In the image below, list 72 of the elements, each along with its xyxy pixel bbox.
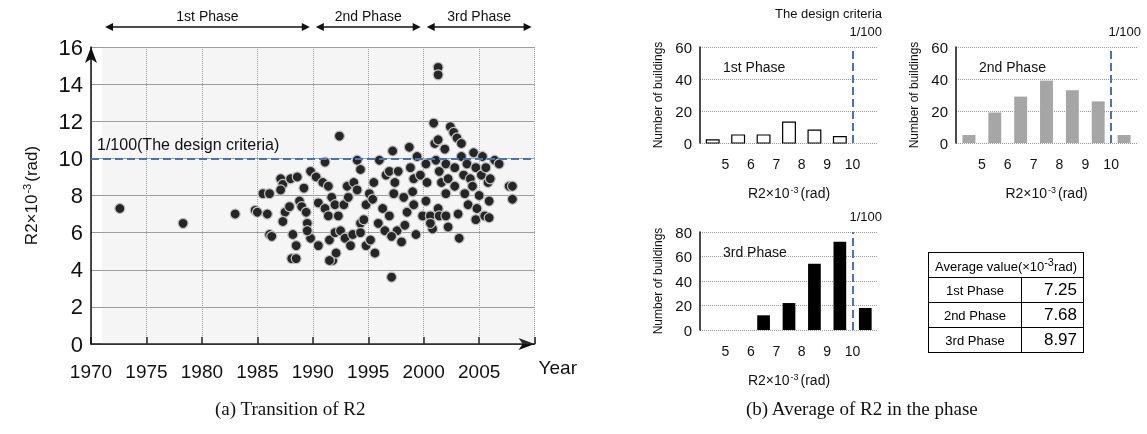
- y-tick-label: 40: [931, 70, 948, 88]
- x-tick-label: 5: [721, 156, 730, 172]
- text: (b) Average of R2 in the phase: [746, 398, 978, 420]
- data-label: 7.68: [1021, 302, 1084, 328]
- x-tick-label: 5: [977, 156, 986, 172]
- category-label: 1st Phase: [928, 277, 1022, 303]
- x-tick-label: 1995: [347, 361, 390, 382]
- x-tick-label: 9: [823, 156, 832, 172]
- y-tick-label: 0: [683, 321, 692, 339]
- x-tick-label: 9: [823, 343, 832, 359]
- x-axis-title: Year: [538, 356, 578, 378]
- y-axis-title: Number of buildings: [651, 227, 666, 335]
- y-tick-label: 16: [58, 34, 83, 60]
- y-tick-label: 60: [675, 248, 692, 265]
- x-tick-label: 2005: [458, 361, 501, 382]
- ref-line-label: 1/100(The design criteria): [97, 135, 280, 153]
- y-tick-label: 14: [58, 71, 83, 97]
- y-tick-label: 60: [675, 38, 692, 56]
- y-tick-label: 0: [683, 134, 692, 152]
- y-tick-label: 20: [931, 102, 948, 120]
- y-tick-label: 80: [675, 223, 692, 241]
- data-label: 7.25: [1021, 277, 1084, 303]
- y-tick-label: 12: [58, 108, 83, 134]
- y-tick-label: 2: [70, 294, 83, 320]
- text: The design criteria: [775, 6, 883, 21]
- band-label: 1st Phase: [176, 8, 239, 24]
- y-tick-label: 0: [70, 331, 83, 357]
- y-tick-label: 8: [70, 183, 83, 208]
- text: 1/100: [1108, 24, 1142, 39]
- category-label: 3rd Phase: [928, 327, 1022, 353]
- y-axis-title: Number of buildings: [907, 41, 922, 149]
- x-tick-label: 7: [772, 156, 781, 172]
- text: 1/100: [849, 24, 883, 39]
- y-tick-label: 20: [675, 102, 692, 120]
- x-tick-label: 2000: [402, 361, 445, 382]
- x-tick-label: 10: [844, 343, 861, 359]
- text: (a) Transition of R2: [215, 398, 366, 420]
- x-tick-label: 6: [746, 343, 755, 359]
- x-tick-label: 1970: [69, 361, 113, 382]
- x-tick-label: 1990: [291, 361, 334, 382]
- y-tick-label: 4: [70, 257, 83, 283]
- x-tick-label: 1980: [180, 361, 224, 382]
- x-tick-label: 7: [1029, 156, 1038, 172]
- x-tick-label: 6: [746, 156, 755, 172]
- x-tick-label: 6: [1003, 156, 1012, 172]
- x-tick-label: 1975: [125, 361, 168, 382]
- x-tick-label: 10: [1103, 156, 1120, 172]
- y-tick-label: 60: [931, 38, 948, 56]
- y-tick-label: 20: [675, 297, 692, 314]
- y-tick-label: 6: [70, 220, 83, 246]
- x-tick-label: 10: [844, 156, 861, 172]
- x-tick-label: 9: [1081, 156, 1090, 172]
- x-tick-label: 7: [772, 343, 781, 359]
- text: 1/100: [849, 209, 883, 224]
- data-label: 8.97: [1021, 327, 1084, 353]
- band-label: 3rd Phase: [447, 8, 512, 24]
- text: 3rd Phase: [723, 244, 788, 260]
- category-label: 2nd Phase: [928, 302, 1022, 328]
- y-tick-label: 40: [675, 70, 692, 88]
- x-tick-label: 8: [797, 343, 806, 359]
- text: 2nd Phase: [979, 59, 1047, 75]
- x-tick-label: 5: [721, 343, 730, 359]
- text: 1st Phase: [723, 59, 786, 75]
- y-axis-title: Number of buildings: [651, 41, 666, 149]
- x-tick-label: 1985: [236, 361, 279, 382]
- y-axis-title: R2×10-3(rad): [21, 145, 41, 246]
- x-tick-label: 8: [797, 156, 806, 172]
- y-tick-label: 0: [939, 134, 948, 152]
- text: Average value(×10$^{-3}$rad): [928, 252, 1084, 278]
- x-tick-label: 8: [1055, 156, 1064, 172]
- y-tick-label: 40: [675, 272, 692, 290]
- band-label: 2nd Phase: [334, 8, 402, 24]
